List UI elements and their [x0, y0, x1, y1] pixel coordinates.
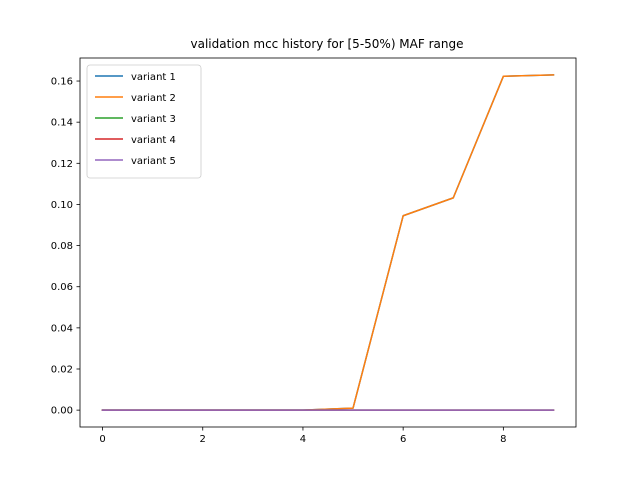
x-tick-label: 2 [200, 434, 206, 445]
legend-label-5: variant 5 [131, 156, 176, 167]
x-tick-label: 6 [400, 434, 406, 445]
legend-label-4: variant 4 [131, 135, 176, 146]
legend-label-3: variant 3 [131, 114, 176, 125]
series-layer [101, 74, 555, 411]
x-tick-label: 4 [300, 434, 306, 445]
x-tick-label: 0 [99, 434, 105, 445]
y-tick-label: 0.02 [51, 364, 73, 375]
ticks-layer: 0 2 4 6 8 0.00 0.02 0.04 0.06 0.08 0.10 0.12 0.14 0.1… [51, 77, 507, 445]
legend: variant 1 variant 2 variant 3 variant 4 vari… [86, 64, 202, 179]
y-tick-label: 0.10 [51, 200, 73, 211]
legend-label-2: variant 2 [131, 93, 176, 104]
y-tick-label: 0.00 [51, 406, 73, 417]
legend-label-1: variant 1 [131, 72, 176, 83]
x-tick-label: 8 [500, 434, 506, 445]
plot-frame [79, 57, 577, 428]
y-tick-label: 0.14 [51, 118, 73, 129]
y-tick-label: 0.04 [51, 323, 73, 334]
y-tick-label: 0.12 [51, 159, 73, 170]
legend-box [86, 64, 202, 179]
y-tick-label: 0.16 [51, 77, 73, 88]
chart-title: validation mcc history for [5-50%) MAF r… [191, 37, 464, 51]
y-tick-label: 0.08 [51, 241, 73, 252]
y-tick-label: 0.06 [51, 282, 73, 293]
